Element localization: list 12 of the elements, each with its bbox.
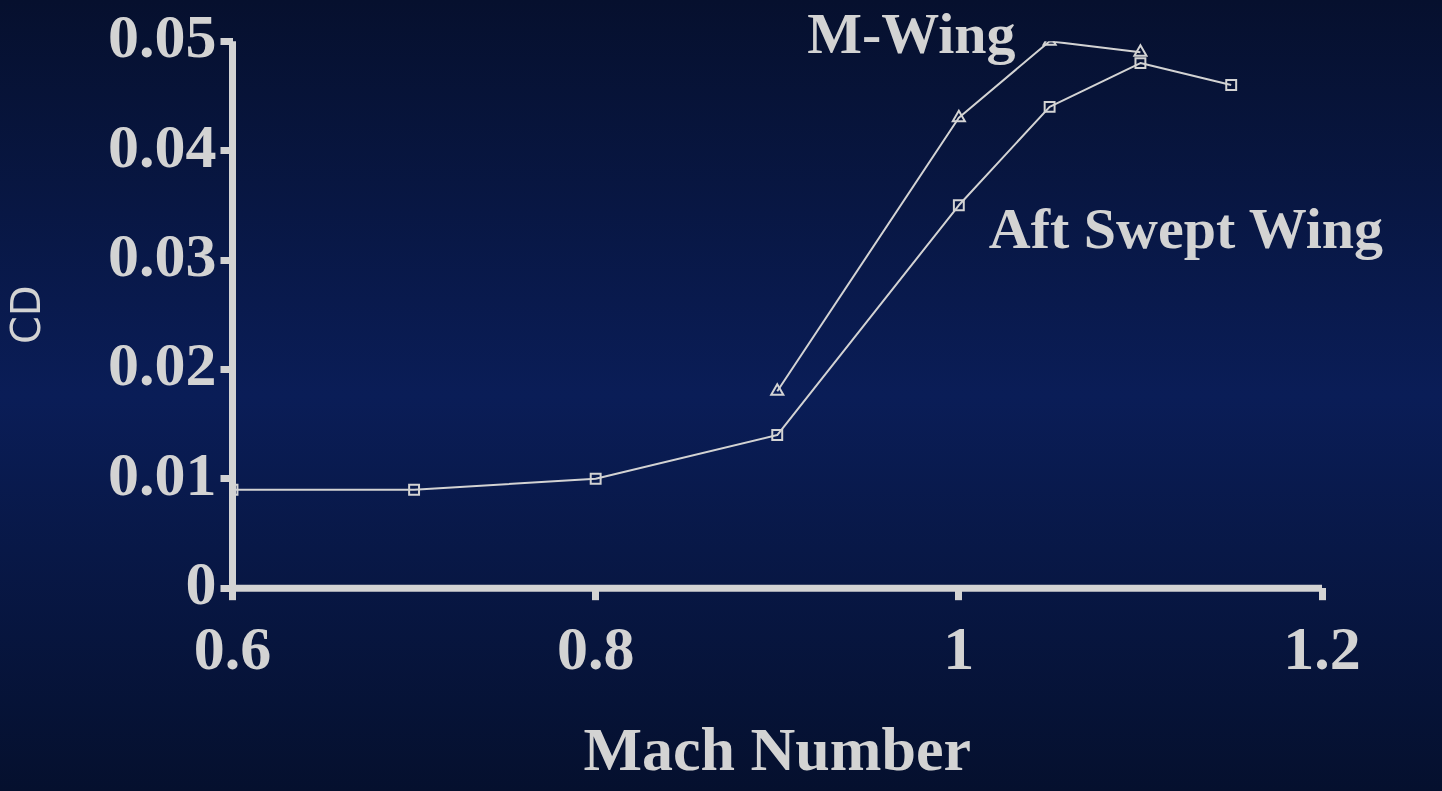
y-axis-title: CD bbox=[3, 285, 50, 345]
y-tick-label: 0.03 bbox=[108, 221, 217, 290]
x-tick-label: 1.2 bbox=[1283, 614, 1361, 683]
series-label: Aft Swept Wing bbox=[988, 196, 1384, 262]
x-tick-label: 0.8 bbox=[556, 614, 635, 683]
y-tick-label: 0.01 bbox=[108, 439, 217, 508]
x-tick-label: 1 bbox=[943, 614, 975, 683]
y-tick-label: 0.02 bbox=[108, 330, 217, 399]
series-label: M-Wing bbox=[807, 1, 1016, 67]
x-axis-title: Mach Number bbox=[583, 714, 971, 783]
y-tick-label: 0.05 bbox=[108, 2, 217, 71]
y-tick-label: 0.04 bbox=[108, 111, 217, 180]
